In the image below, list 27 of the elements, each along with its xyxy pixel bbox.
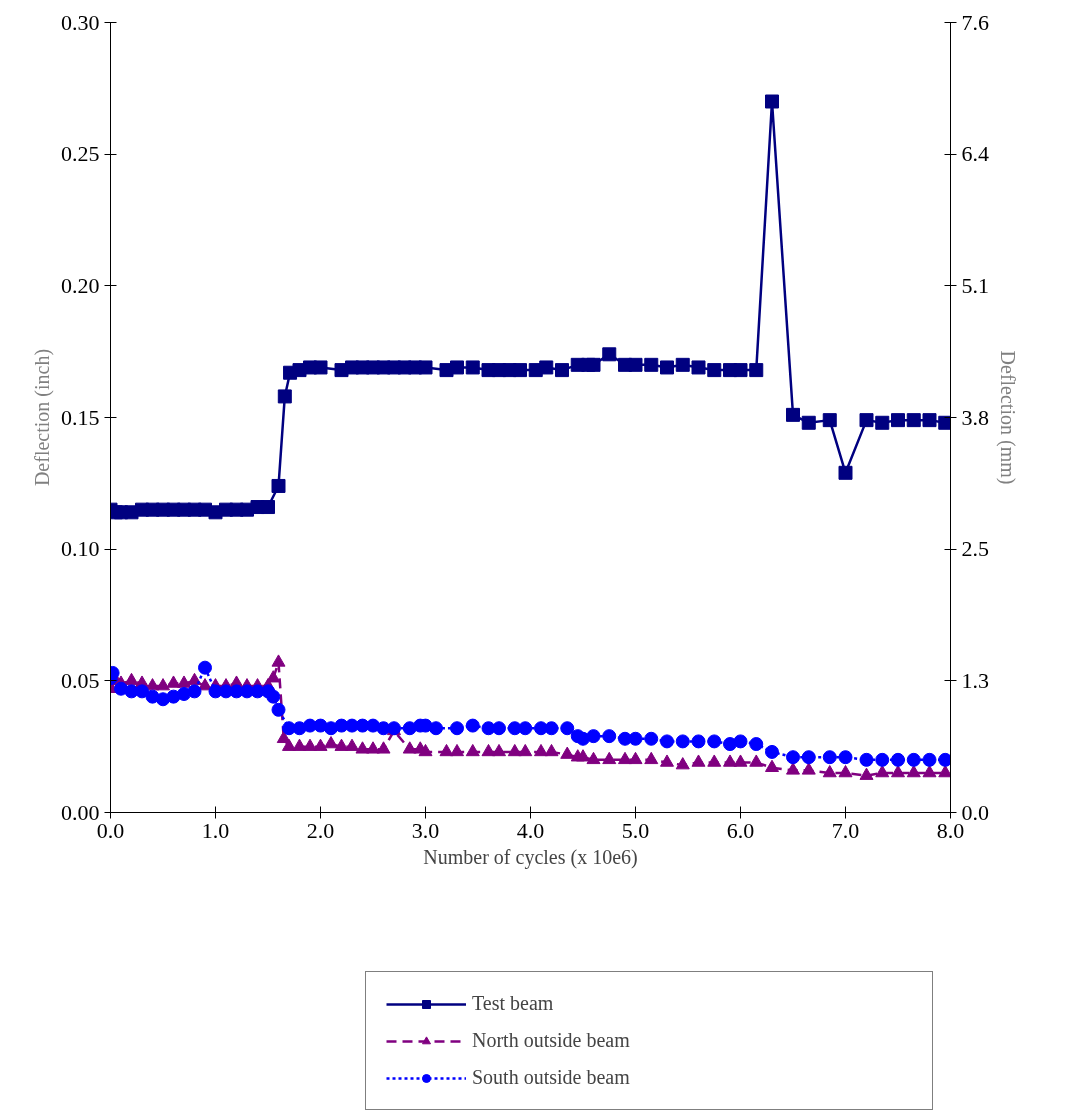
y-axis-title: Deflection (inch) xyxy=(31,348,54,487)
y2-tick-label: 7.6 xyxy=(961,9,989,35)
x-axis-title: Number of cycles (x 10e6) xyxy=(423,845,638,869)
x-tick-label: 7.0 xyxy=(831,817,860,843)
y-tick-label: 0.15 xyxy=(61,404,100,430)
y2-tick-label: 6.4 xyxy=(961,141,989,167)
x-tick-label: 1.0 xyxy=(201,817,230,843)
y-tick-label: 0.00 xyxy=(61,799,100,825)
legend-label: North outside beam xyxy=(472,1029,631,1052)
y2-tick-label: 5.1 xyxy=(961,272,989,298)
legend-label: South outside beam xyxy=(472,1066,631,1089)
x-tick-label: 4.0 xyxy=(516,817,545,843)
legend-label: Test beam xyxy=(472,992,555,1015)
y2-axis-title: Deflection (mm) xyxy=(996,350,1019,485)
x-tick-label: 6.0 xyxy=(726,817,755,843)
y-tick-label: 0.25 xyxy=(61,141,100,167)
y-tick-label: 0.20 xyxy=(61,272,100,298)
y-tick-label: 0.10 xyxy=(61,536,100,562)
x-tick-label: 3.0 xyxy=(411,817,440,843)
x-tick-label: 2.0 xyxy=(306,817,335,843)
y-tick-label: 0.30 xyxy=(61,9,100,35)
y2-tick-label: 2.5 xyxy=(961,536,989,562)
y2-tick-label: 0.0 xyxy=(961,799,989,825)
y2-tick-label: 1.3 xyxy=(961,667,989,693)
x-tick-label: 5.0 xyxy=(621,817,650,843)
y2-tick-label: 3.8 xyxy=(961,404,989,430)
y-tick-label: 0.05 xyxy=(61,667,100,693)
